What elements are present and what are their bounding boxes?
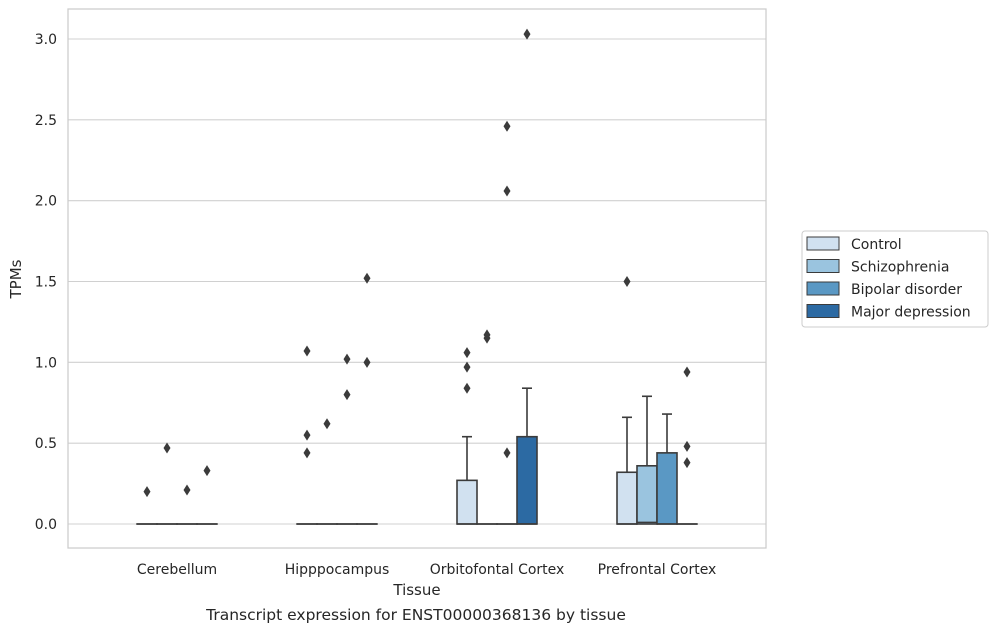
outlier-marker	[503, 120, 511, 132]
x-axis-title: Tissue	[392, 581, 440, 599]
y-tick-labels: 0.0 0.5 1.0 1.5 2.0 2.5 3.0	[35, 32, 57, 533]
legend-label: Control	[851, 237, 902, 253]
outlier-marker	[623, 276, 631, 287]
outlier-marker	[503, 185, 511, 197]
box-groups	[136, 387, 698, 525]
outlier-marker	[363, 356, 371, 368]
legend-label: Bipolar disorder	[851, 282, 962, 298]
outlier-marker	[463, 382, 471, 394]
box-rect	[616, 471, 638, 525]
legend-swatch	[806, 259, 840, 273]
legend-swatch	[806, 281, 840, 296]
y-tick-label: 0.5	[35, 436, 57, 452]
outlier-marker	[323, 418, 331, 430]
outlier-marker	[303, 447, 311, 459]
x-tick-label: Orbitofontal Cortex	[430, 562, 565, 578]
y-tick-label: 2.0	[35, 194, 57, 210]
outlier-marker	[303, 345, 311, 357]
box-rect	[636, 464, 658, 525]
outlier-marker	[203, 465, 211, 477]
y-tick-label: 3.0	[35, 32, 57, 48]
legend-label: Schizophrenia	[851, 260, 949, 276]
outlier-marker	[483, 329, 491, 341]
legend-frame	[801, 230, 989, 328]
outlier-marker	[143, 486, 151, 498]
outlier-marker	[363, 272, 371, 284]
outlier-marker	[503, 447, 511, 459]
box-1-4	[616, 416, 638, 525]
box-rect	[456, 479, 478, 525]
box-rect	[516, 435, 538, 525]
plot-background	[68, 9, 766, 548]
y-tick-label: 1.5	[35, 275, 57, 291]
outlier-marker	[523, 28, 531, 40]
outlier-marker	[343, 353, 351, 365]
outlier-marker	[183, 484, 191, 496]
x-tick-label: Hipppocampus	[285, 562, 390, 578]
legend: Control Schizophrenia Bipolar disorder Majo…	[801, 230, 989, 328]
y-axis-title: TPMs	[7, 259, 25, 299]
outlier-marker	[163, 442, 171, 454]
plot-frame	[67, 8, 767, 549]
outlier-marker	[683, 457, 691, 469]
box-1-3	[456, 435, 478, 525]
chart-caption: Transcript expression for ENST0000036813…	[206, 606, 626, 624]
outlier-marker	[463, 361, 471, 373]
outlier-marker	[343, 389, 351, 401]
outlier-marker	[683, 366, 691, 378]
x-tick-label: Prefrontal Cortex	[598, 562, 717, 578]
x-tick-label: Cerebellum	[137, 562, 217, 578]
outlier-points	[143, 28, 691, 498]
outlier-marker	[683, 440, 691, 452]
x-tick-labels: Cerebellum Hipppocampus Orbitofontal Corte…	[137, 562, 716, 578]
y-tick-label: 0.0	[35, 517, 57, 533]
outlier-marker	[303, 429, 311, 441]
legend-swatch	[806, 236, 840, 251]
y-tick-label: 1.0	[35, 355, 57, 371]
outlier-marker	[463, 347, 471, 359]
box-rect	[656, 452, 678, 525]
box-3-4	[656, 413, 678, 525]
legend-label: Major depression	[851, 305, 971, 321]
y-tick-label: 2.5	[35, 113, 57, 129]
legend-swatch	[806, 304, 840, 318]
box-4-3	[516, 387, 538, 525]
